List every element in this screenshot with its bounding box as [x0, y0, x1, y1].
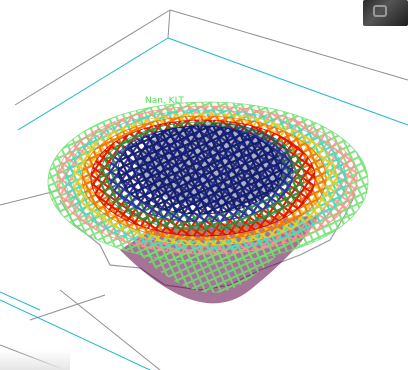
box-edge — [169, 9, 408, 81]
box-inner-edge — [0, 299, 151, 370]
box-inner-edge — [0, 291, 41, 311]
box-inner-edge — [167, 37, 408, 126]
camera-icon — [373, 5, 387, 17]
view-thumbnail-icon[interactable] — [363, 0, 408, 26]
box-edge — [14, 9, 171, 106]
box-edge — [167, 9, 171, 39]
mesh-core — [137, 123, 293, 207]
mesh-band — [117, 125, 283, 215]
panel-edge — [0, 350, 70, 370]
box-edge — [59, 289, 161, 370]
box-inner-edge — [17, 37, 169, 131]
axis-label: Nan. KLT — [145, 96, 184, 106]
box-edge — [29, 294, 106, 321]
